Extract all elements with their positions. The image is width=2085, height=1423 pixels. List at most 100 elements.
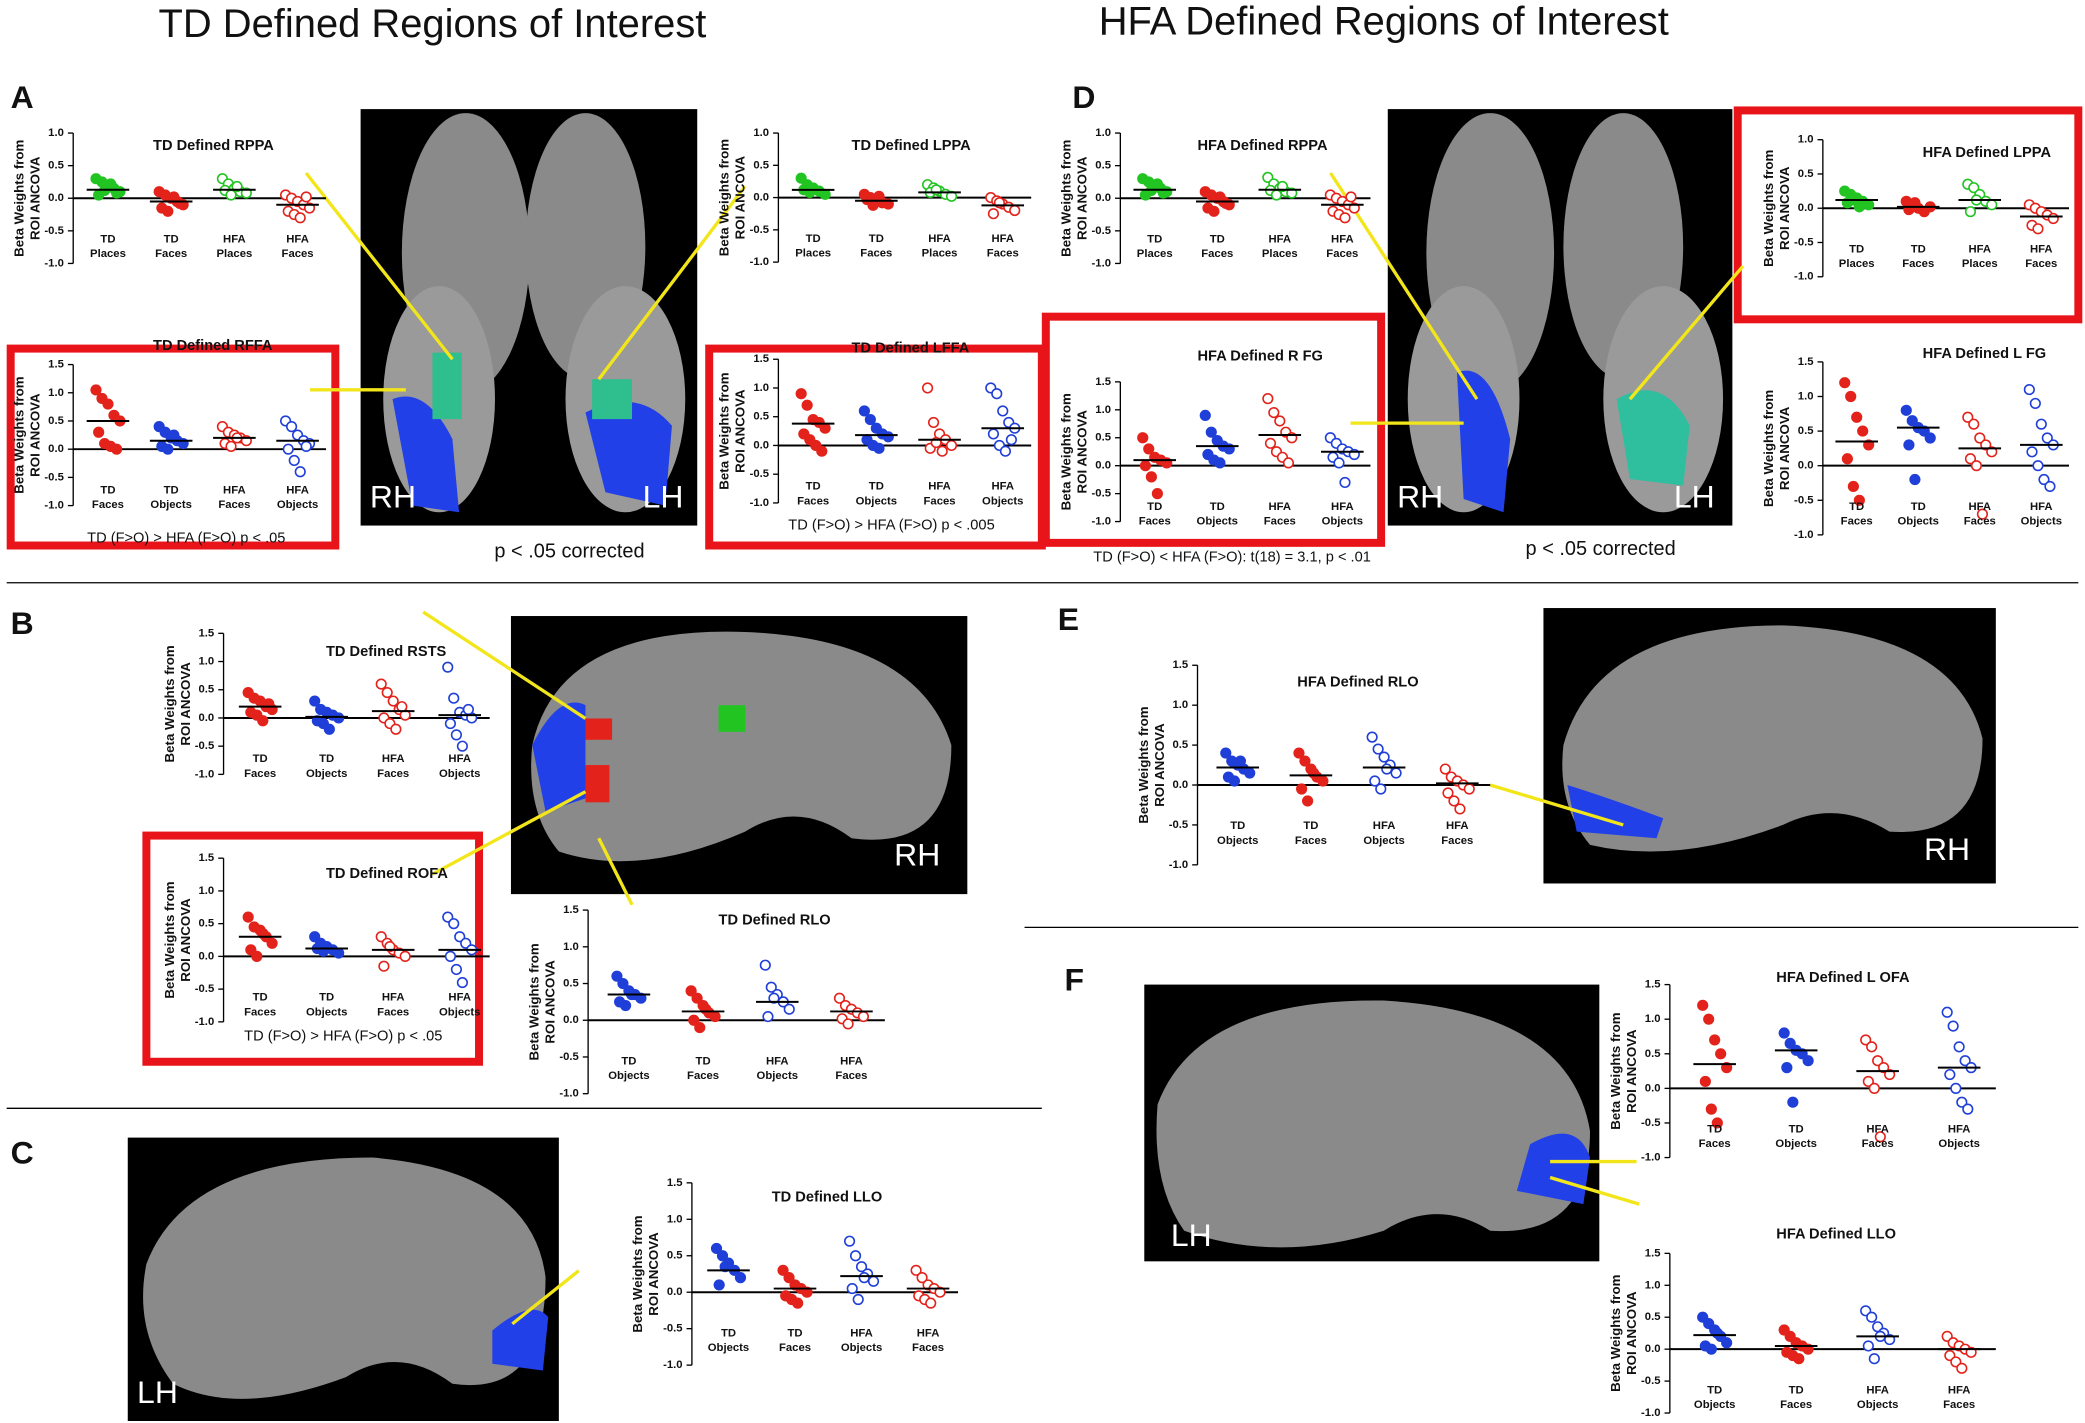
data-point: [635, 992, 647, 1004]
data-point: [1299, 755, 1311, 767]
data-point: [987, 208, 1000, 220]
brain-label: LH: [1171, 1217, 1212, 1253]
data-point: [1139, 460, 1152, 472]
data-point: [162, 443, 174, 455]
data-point: [1375, 783, 1387, 795]
x-tick-label: TD: [1210, 501, 1225, 513]
panel-letter: A: [11, 79, 34, 115]
x-tick-label: Faces: [1326, 248, 1358, 260]
x-tick-label: TD: [1789, 1124, 1804, 1136]
data-point: [1781, 1062, 1793, 1074]
y-tick-label: -1.0: [750, 256, 769, 268]
y-tick-label: 0.5: [1095, 160, 1111, 172]
data-point: [849, 1250, 862, 1262]
data-point: [1145, 471, 1157, 483]
x-tick-label: Objects: [1197, 516, 1238, 528]
data-point: [916, 1272, 928, 1284]
x-tick-label: Places: [795, 247, 831, 259]
y-axis-label: Beta Weights from: [717, 139, 732, 256]
x-tick-label: Faces: [92, 499, 124, 511]
activation: [392, 396, 460, 513]
data-point: [2029, 397, 2041, 410]
y-tick-label: 1.0: [48, 127, 64, 139]
data-point: [1956, 1096, 1968, 1108]
chart-title: TD Defined LPPA: [852, 138, 972, 154]
arrow: [511, 1269, 580, 1326]
x-tick-label: TD: [1849, 243, 1864, 255]
x-tick-label: TD: [621, 1055, 636, 1067]
y-tick-label: -1.0: [1092, 257, 1111, 269]
y-tick-label: -1.0: [44, 500, 63, 512]
data-point: [792, 1297, 804, 1309]
data-point: [1234, 755, 1247, 767]
y-axis-label: ROI ANCOVA: [178, 898, 193, 982]
data-point: [617, 977, 629, 990]
x-tick-label: HFA: [448, 992, 471, 1004]
data-point: [1944, 1068, 1956, 1081]
data-point: [1924, 432, 1936, 444]
data-point: [2041, 432, 2053, 444]
x-tick-label: TD: [1230, 820, 1245, 832]
data-point: [102, 398, 114, 410]
y-axis-label: Beta Weights from: [1608, 1275, 1623, 1392]
stat-note: TD (F>O) > HFA (F>O) p < .05: [244, 1028, 442, 1044]
x-tick-label: Objects: [708, 1342, 749, 1354]
data-point: [456, 740, 468, 752]
x-tick-label: TD: [806, 233, 821, 245]
y-axis-label: ROI ANCOVA: [1624, 1291, 1639, 1375]
x-tick-label: Faces: [218, 499, 250, 511]
data-point: [694, 1022, 706, 1034]
data-point: [399, 950, 411, 962]
y-tick-label: -0.5: [1641, 1375, 1660, 1387]
y-axis-label: Beta Weights from: [717, 372, 732, 489]
y-axis-label: ROI ANCOVA: [1152, 723, 1167, 807]
chart-title: TD Defined RSTS: [326, 644, 447, 660]
x-tick-label: TD: [696, 1055, 711, 1067]
y-tick-label: 0.0: [1798, 202, 1814, 214]
data-point: [1302, 795, 1314, 807]
x-tick-label: HFA: [928, 481, 951, 493]
data-point: [611, 970, 623, 982]
data-point: [1205, 426, 1217, 438]
x-tick-label: HFA: [286, 484, 309, 496]
highlight-box: [6, 344, 340, 550]
y-tick-label: 0.5: [1645, 1048, 1661, 1060]
data-point: [1947, 1020, 1959, 1032]
x-tick-label: Objects: [1775, 1138, 1816, 1150]
data-point: [1463, 783, 1475, 795]
y-axis-label: Beta Weights from: [1761, 150, 1776, 267]
y-axis-label: Beta Weights from: [630, 1215, 645, 1332]
data-point: [1918, 425, 1930, 437]
x-tick-label: HFA: [2030, 243, 2053, 255]
y-tick-label: 1.5: [1645, 1247, 1661, 1259]
activation: [585, 718, 613, 740]
y-tick-label: 0.0: [753, 439, 769, 451]
y-tick-label: -1.0: [44, 257, 63, 269]
y-tick-label: 1.0: [1172, 699, 1188, 711]
data-point: [444, 950, 457, 962]
data-point: [309, 695, 321, 707]
y-axis-label: ROI ANCOVA: [1624, 1029, 1639, 1113]
y-tick-label: -0.5: [1169, 819, 1188, 831]
data-point: [852, 1293, 864, 1306]
x-tick-label: TD: [164, 484, 179, 496]
x-tick-label: Faces: [377, 1006, 409, 1018]
data-point: [1220, 197, 1232, 210]
brain: [531, 631, 952, 862]
x-tick-label: HFA: [1373, 820, 1396, 832]
y-tick-label: 0.0: [1645, 1343, 1661, 1355]
x-tick-label: HFA: [991, 481, 1014, 493]
y-tick-label: 1.0: [1645, 1013, 1661, 1025]
x-tick-label: Places: [1962, 258, 1998, 270]
x-tick-label: HFA: [1948, 1124, 1971, 1136]
x-tick-label: Faces: [797, 495, 829, 507]
data-point: [1962, 411, 1974, 423]
x-tick-label: Objects: [150, 499, 191, 511]
x-tick-label: Faces: [377, 768, 409, 780]
y-axis-label: ROI ANCOVA: [1777, 406, 1792, 490]
y-tick-label: 0.0: [1095, 460, 1111, 472]
x-tick-label: Faces: [1264, 516, 1296, 528]
data-point: [390, 723, 402, 735]
y-tick-label: 0.0: [48, 443, 64, 455]
data-point: [462, 703, 474, 716]
